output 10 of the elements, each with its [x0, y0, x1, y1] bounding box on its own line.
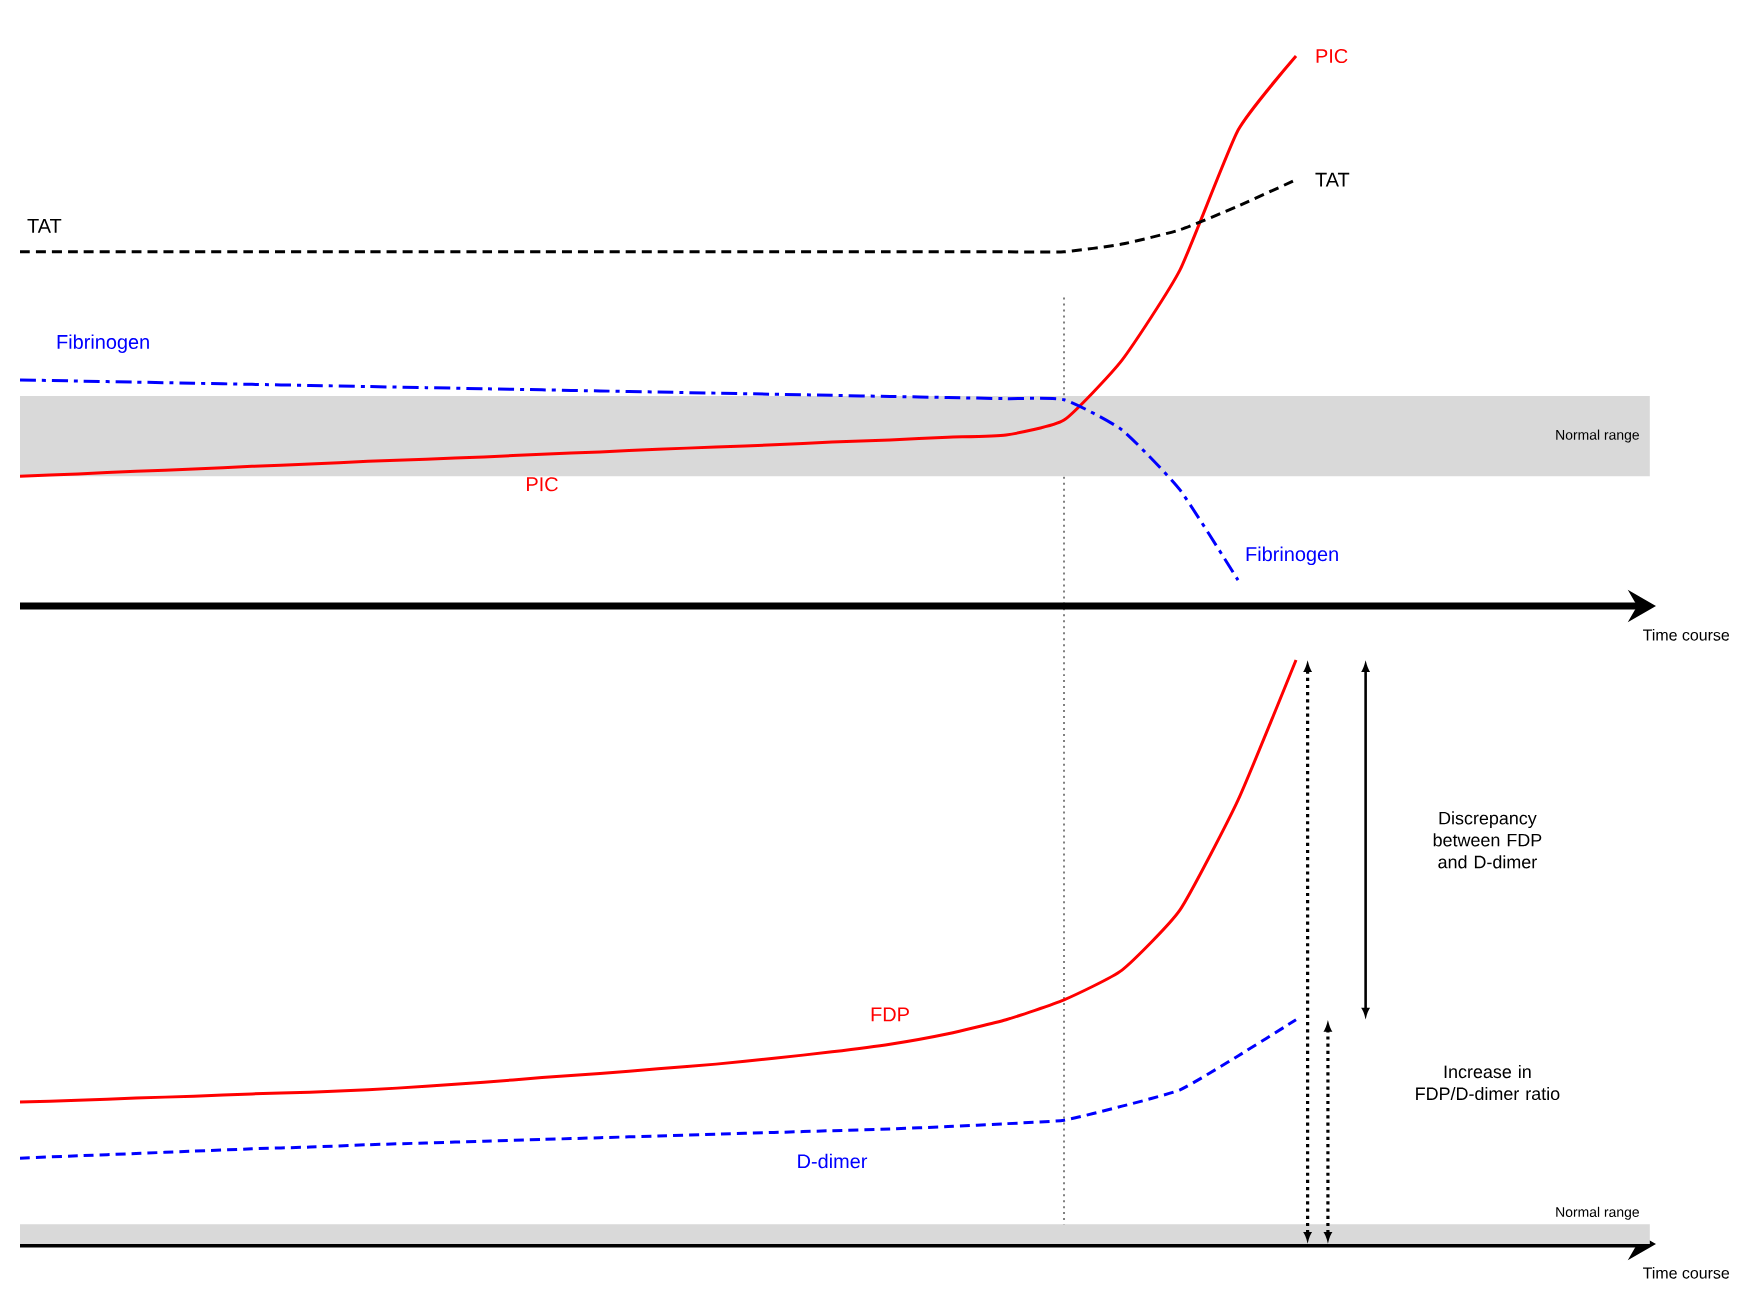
series-label: Fibrinogen	[1246, 546, 1338, 566]
text: PIC	[527, 477, 558, 492]
series-label: D-dimer	[798, 1153, 868, 1169]
annotation: Discrepancy between FDP and D-dimer	[1433, 811, 1542, 869]
annotation: Increase in FDP/D-dimer ratio	[1416, 1064, 1560, 1101]
series-label: TAT	[27, 219, 62, 233]
text: TAT	[1315, 172, 1350, 187]
series-label: FDP	[871, 1007, 909, 1022]
series-label: PIC	[1316, 48, 1348, 64]
text: Fibrinogen	[57, 334, 149, 353]
